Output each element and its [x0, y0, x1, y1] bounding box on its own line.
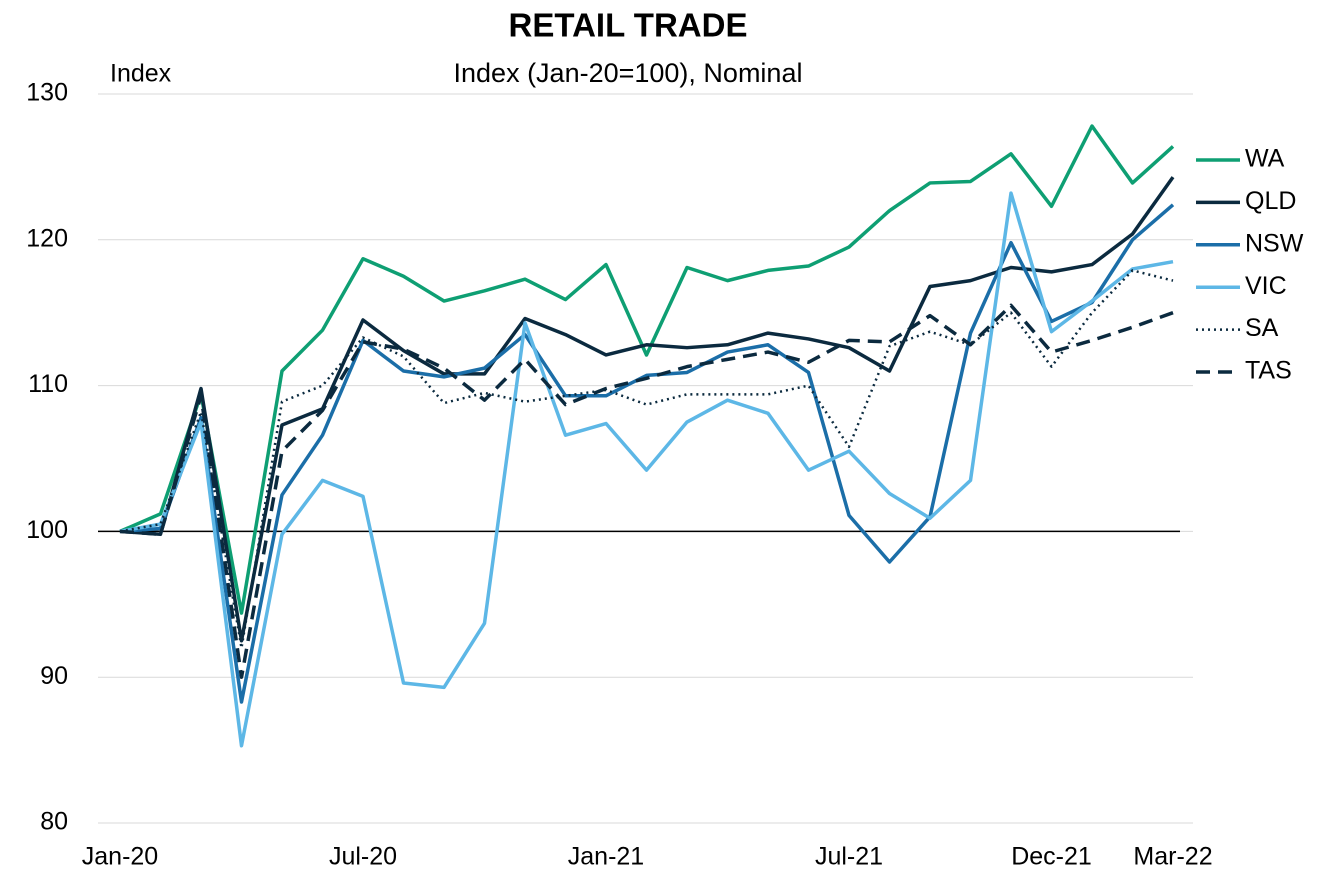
x-tick-label: Jan-21	[568, 843, 644, 871]
y-tick-label: 120	[26, 224, 68, 252]
x-tick-label: Dec-21	[1011, 843, 1092, 871]
legend-label: TAS	[1245, 357, 1292, 385]
y-tick-label: 90	[40, 662, 68, 690]
chart-title: RETAIL TRADE	[509, 7, 748, 44]
line-series	[119, 269, 1174, 650]
legend-label: VIC	[1245, 272, 1287, 300]
x-tick-label: Jul-20	[329, 843, 397, 871]
x-tick-label: Jan-20	[82, 843, 158, 871]
x-tick-label: Mar-22	[1133, 843, 1212, 871]
line-series	[119, 176, 1175, 643]
y-tick-label: 80	[40, 808, 68, 836]
line-series	[119, 203, 1175, 704]
line-series	[119, 191, 1174, 748]
legend-label: WA	[1245, 145, 1285, 173]
legend-label: NSW	[1245, 229, 1304, 257]
legend-label: QLD	[1245, 187, 1296, 215]
chart-subtitle: Index (Jan-20=100), Nominal	[454, 58, 803, 88]
y-axis-label: Index	[110, 60, 172, 88]
line-series	[119, 303, 1174, 679]
legend-label: SA	[1245, 314, 1279, 342]
y-tick-label: 110	[28, 370, 68, 398]
y-tick-label: 130	[26, 79, 68, 107]
line-series	[119, 124, 1175, 615]
y-tick-label: 100	[26, 516, 68, 544]
x-tick-label: Jul-21	[815, 843, 883, 871]
